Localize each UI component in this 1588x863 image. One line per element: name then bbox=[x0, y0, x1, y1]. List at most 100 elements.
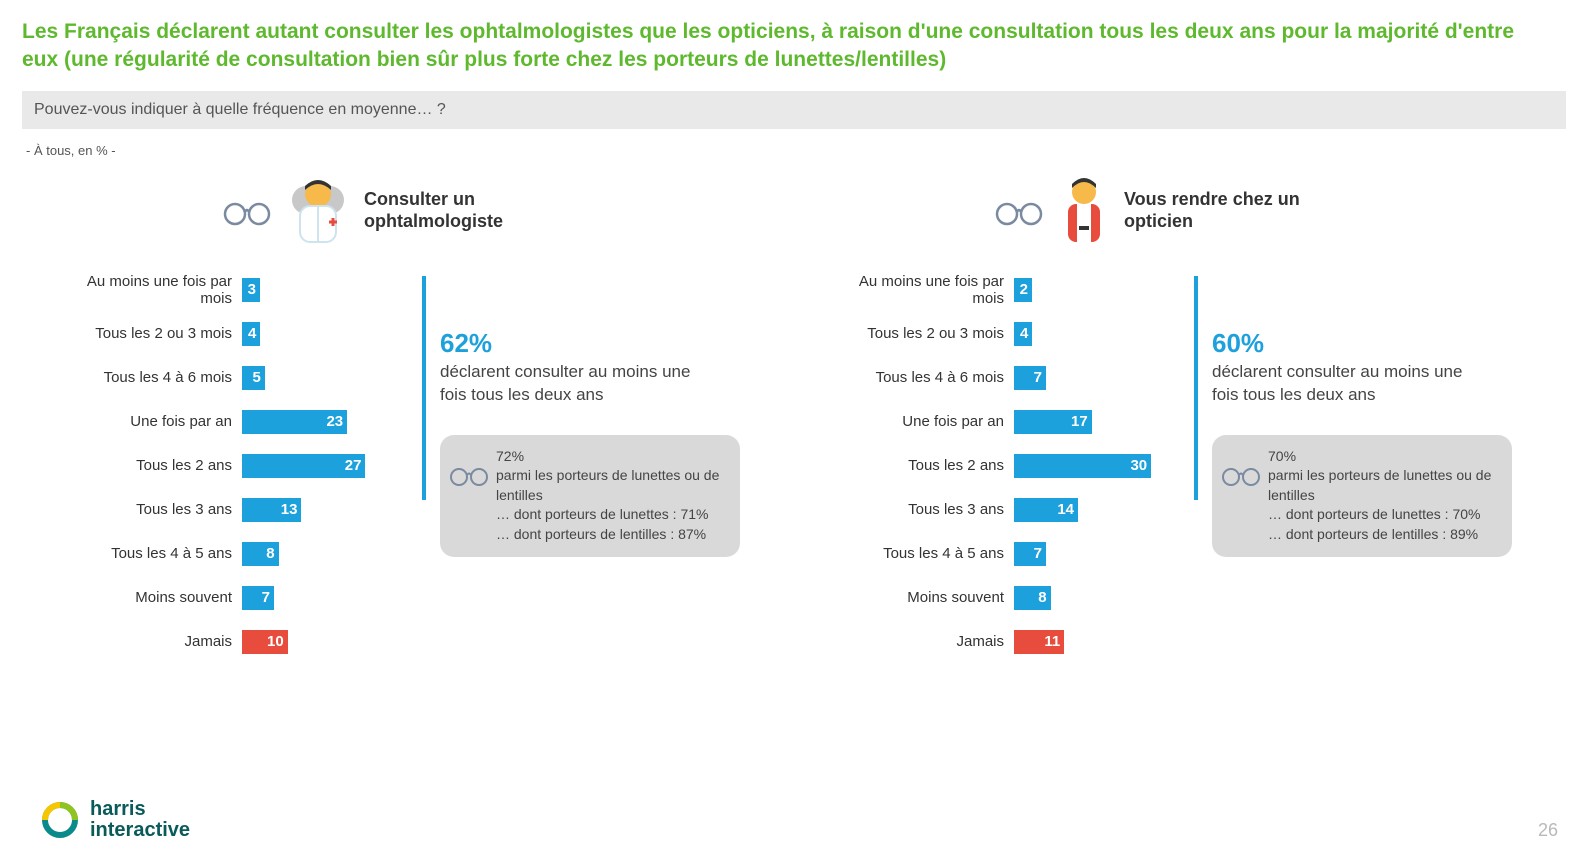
chart-opticien: Au moins une fois par mois2 Tous les 2 ou… bbox=[824, 268, 1184, 664]
panel-title-left: Consulter un ophtalmologiste bbox=[364, 189, 564, 232]
callout-right: 70% parmi les porteurs de lunettes ou de… bbox=[1212, 435, 1512, 557]
bar-track: 2 bbox=[1014, 278, 1174, 302]
bar-track: 5 bbox=[242, 366, 402, 390]
big-percent-left: 62% bbox=[440, 328, 764, 359]
glasses-icon bbox=[448, 463, 490, 493]
summary-right: 60% déclarent consulter au moins une foi… bbox=[1212, 268, 1536, 664]
bar: 4 bbox=[242, 322, 260, 346]
question-bar: Pouvez-vous indiquer à quelle fréquence … bbox=[22, 91, 1566, 129]
bar-label: Au moins une fois par mois bbox=[52, 273, 242, 307]
bar-track: 7 bbox=[242, 586, 402, 610]
bar: 27 bbox=[242, 454, 365, 478]
brand-line1: harris bbox=[90, 799, 190, 820]
bar-label: Tous les 4 à 5 ans bbox=[52, 545, 242, 562]
callout-pct: 70% bbox=[1268, 447, 1498, 467]
footer-brand: harris interactive bbox=[40, 799, 190, 841]
bar-label: Tous les 2 ou 3 mois bbox=[824, 325, 1014, 342]
footer-brand-text: harris interactive bbox=[90, 799, 190, 841]
bar-track: 30 bbox=[1014, 454, 1174, 478]
bar-track: 10 bbox=[242, 630, 402, 654]
callout-line3: … dont porteurs de lentilles : 89% bbox=[1268, 525, 1498, 545]
bar-row: Tous les 2 ans27 bbox=[52, 444, 412, 488]
summary-bracket-left bbox=[422, 276, 426, 500]
optician-icon bbox=[1058, 176, 1110, 246]
bar-row: Tous les 4 à 6 mois7 bbox=[824, 356, 1184, 400]
panel-header-right: Vous rendre chez un opticien bbox=[994, 176, 1536, 246]
callout-line3: … dont porteurs de lentilles : 87% bbox=[496, 525, 726, 545]
bar-label: Moins souvent bbox=[52, 589, 242, 606]
bar-track: 3 bbox=[242, 278, 402, 302]
summary-left: 62% déclarent consulter au moins une foi… bbox=[440, 268, 764, 664]
panel-body-left: Au moins une fois par mois3 Tous les 2 ou… bbox=[52, 268, 764, 664]
bar-track: 14 bbox=[1014, 498, 1174, 522]
bar: 4 bbox=[1014, 322, 1032, 346]
bar-label: Tous les 2 ans bbox=[52, 457, 242, 474]
bar-row: Tous les 3 ans14 bbox=[824, 488, 1184, 532]
bar-track: 8 bbox=[1014, 586, 1174, 610]
bar-track: 27 bbox=[242, 454, 402, 478]
callout-line2: … dont porteurs de lunettes : 71% bbox=[496, 505, 726, 525]
callout-left: 72% parmi les porteurs de lunettes ou de… bbox=[440, 435, 740, 557]
chart-ophtalmologiste: Au moins une fois par mois3 Tous les 2 ou… bbox=[52, 268, 412, 664]
bar: 30 bbox=[1014, 454, 1151, 478]
bar-label: Au moins une fois par mois bbox=[824, 273, 1014, 307]
bar-track: 4 bbox=[1014, 322, 1174, 346]
big-percent-right: 60% bbox=[1212, 328, 1536, 359]
bar: 13 bbox=[242, 498, 301, 522]
doctor-icon bbox=[286, 176, 350, 246]
callout-line1: parmi les porteurs de lunettes ou de len… bbox=[1268, 466, 1498, 505]
bar-label: Tous les 2 ou 3 mois bbox=[52, 325, 242, 342]
bar: 10 bbox=[242, 630, 288, 654]
panel-ophtalmologiste: Consulter un ophtalmologiste Au moins un… bbox=[52, 176, 764, 664]
bar-label: Une fois par an bbox=[52, 413, 242, 430]
bar-label: Tous les 3 ans bbox=[52, 501, 242, 518]
bar-label: Tous les 4 à 5 ans bbox=[824, 545, 1014, 562]
bar: 17 bbox=[1014, 410, 1092, 434]
bar-label: Tous les 4 à 6 mois bbox=[52, 369, 242, 386]
bar-row: Une fois par an17 bbox=[824, 400, 1184, 444]
callout-line1: parmi les porteurs de lunettes ou de len… bbox=[496, 466, 726, 505]
bar-track: 17 bbox=[1014, 410, 1174, 434]
bar-label: Jamais bbox=[824, 633, 1014, 650]
bar-row: Tous les 2 ou 3 mois4 bbox=[52, 312, 412, 356]
bar-track: 23 bbox=[242, 410, 402, 434]
callout-line2: … dont porteurs de lunettes : 70% bbox=[1268, 505, 1498, 525]
bar-row: Jamais11 bbox=[824, 620, 1184, 664]
bar-row: Tous les 4 à 6 mois5 bbox=[52, 356, 412, 400]
bar-track: 7 bbox=[1014, 542, 1174, 566]
base-note: - À tous, en % - bbox=[22, 135, 1566, 176]
page-number: 26 bbox=[1538, 820, 1558, 841]
bar-label: Une fois par an bbox=[824, 413, 1014, 430]
panel-opticien: Vous rendre chez un opticien Au moins un… bbox=[824, 176, 1536, 664]
bar-row: Une fois par an23 bbox=[52, 400, 412, 444]
bar: 5 bbox=[242, 366, 265, 390]
harris-logo-icon bbox=[40, 800, 80, 840]
bar-label: Tous les 4 à 6 mois bbox=[824, 369, 1014, 386]
bar-row: Tous les 3 ans13 bbox=[52, 488, 412, 532]
bar: 7 bbox=[1014, 366, 1046, 390]
bar: 14 bbox=[1014, 498, 1078, 522]
glasses-icon bbox=[994, 196, 1044, 226]
bar: 8 bbox=[242, 542, 279, 566]
bar-row: Jamais10 bbox=[52, 620, 412, 664]
bar-track: 8 bbox=[242, 542, 402, 566]
bar: 11 bbox=[1014, 630, 1064, 654]
panel-body-right: Au moins une fois par mois2 Tous les 2 ou… bbox=[824, 268, 1536, 664]
summary-text-right: déclarent consulter au moins une fois to… bbox=[1212, 361, 1472, 407]
page-title: Les Français déclarent autant consulter … bbox=[22, 18, 1542, 75]
bar: 8 bbox=[1014, 586, 1051, 610]
glasses-icon bbox=[1220, 463, 1262, 493]
bar: 3 bbox=[242, 278, 260, 302]
bar-label: Tous les 3 ans bbox=[824, 501, 1014, 518]
bar-label: Jamais bbox=[52, 633, 242, 650]
panels-container: Consulter un ophtalmologiste Au moins un… bbox=[22, 176, 1566, 664]
bar-label: Tous les 2 ans bbox=[824, 457, 1014, 474]
bar-track: 11 bbox=[1014, 630, 1174, 654]
bar-row: Moins souvent7 bbox=[52, 576, 412, 620]
bar-row: Tous les 2 ou 3 mois4 bbox=[824, 312, 1184, 356]
bar-row: Tous les 4 à 5 ans8 bbox=[52, 532, 412, 576]
bar: 7 bbox=[1014, 542, 1046, 566]
bar-row: Moins souvent8 bbox=[824, 576, 1184, 620]
bar-track: 7 bbox=[1014, 366, 1174, 390]
bar: 7 bbox=[242, 586, 274, 610]
